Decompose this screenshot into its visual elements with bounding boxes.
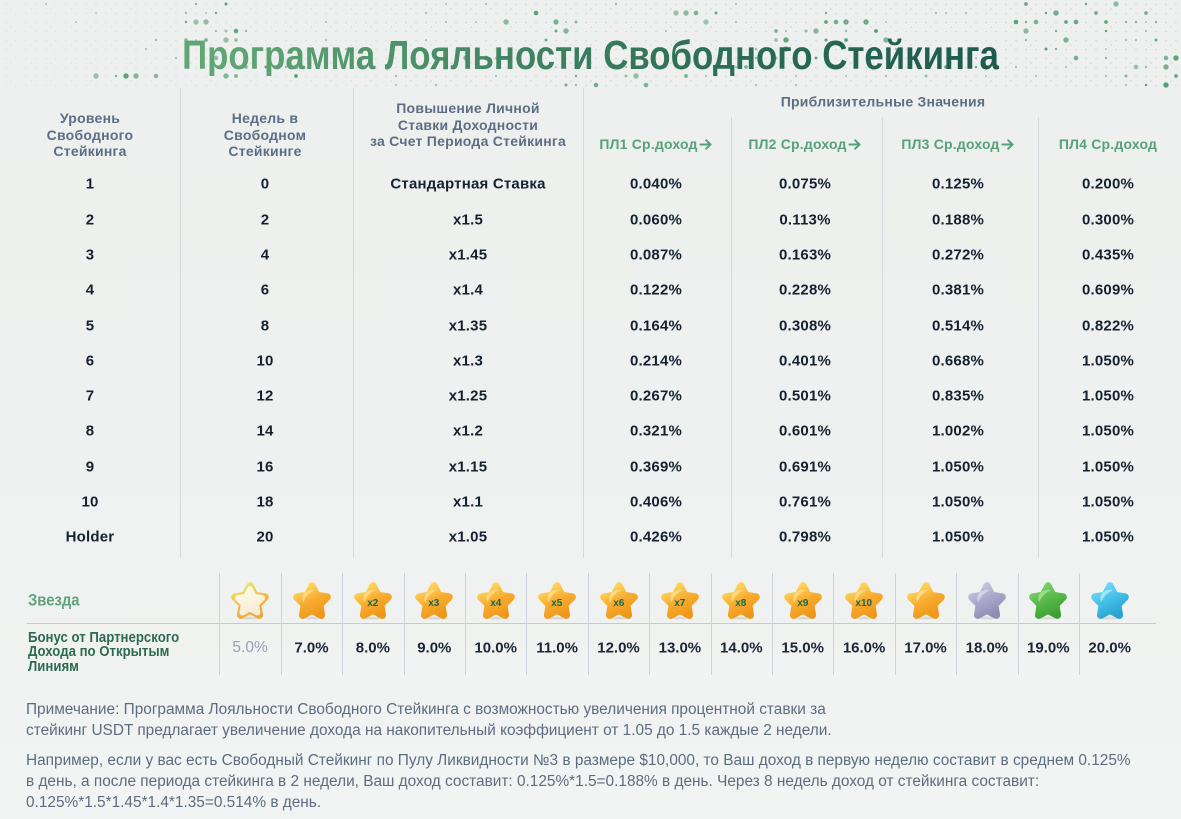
svg-text:x8: x8 (736, 597, 748, 608)
svg-text:x5: x5 (551, 597, 563, 608)
svg-text:x9: x9 (797, 597, 809, 608)
svg-text:x10: x10 (856, 597, 873, 608)
svg-text:x4: x4 (490, 597, 502, 608)
svg-text:x3: x3 (429, 597, 441, 608)
svg-text:x7: x7 (674, 597, 686, 608)
svg-text:x6: x6 (613, 597, 625, 608)
svg-text:x2: x2 (367, 597, 379, 608)
